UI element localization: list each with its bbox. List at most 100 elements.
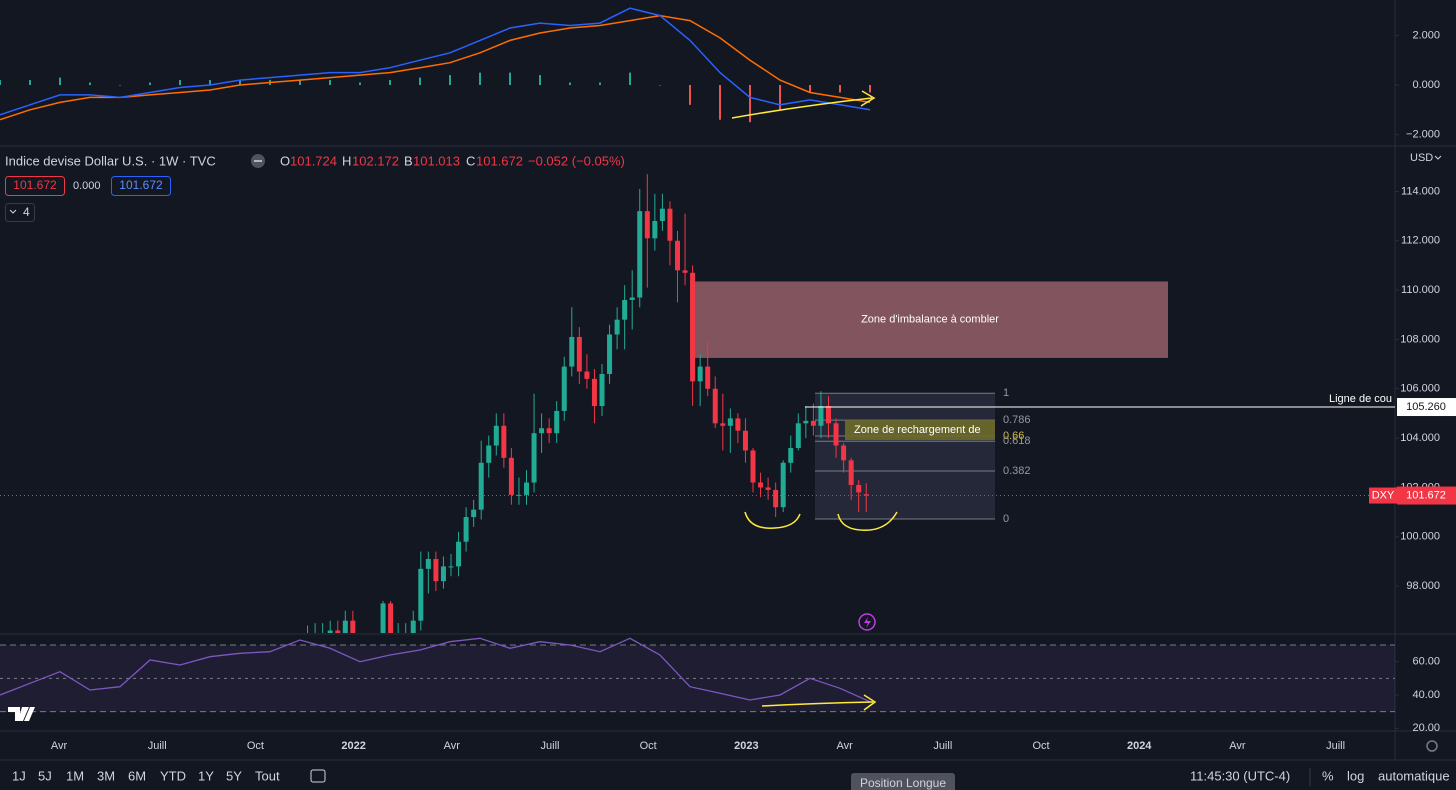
- x-tick-label: 2022: [341, 740, 365, 752]
- macd-pane: [0, 7, 871, 123]
- candle-body: [486, 445, 492, 463]
- price-pane: Zone d'imbalance à combler 1 0.786 0.660.61…: [0, 174, 1395, 633]
- candle-body: [833, 423, 839, 446]
- candle-body: [576, 336, 582, 372]
- indicator-toggle[interactable]: [5, 203, 35, 222]
- histogram-bar: [569, 82, 571, 86]
- fib-label: 0.618: [1003, 435, 1031, 447]
- candle-body: [856, 484, 862, 493]
- candle-body: [471, 509, 477, 518]
- ohlc-value: 101.724: [290, 153, 337, 168]
- histogram-bar: [149, 82, 151, 86]
- histogram-bar: [29, 80, 31, 86]
- y-tick-label: 108.000: [1400, 333, 1440, 345]
- y-tick-label: 0.000: [1412, 79, 1440, 91]
- range-button[interactable]: 3M: [97, 768, 115, 783]
- range-button[interactable]: Tout: [255, 768, 280, 783]
- x-tick-label: Juill: [1326, 740, 1345, 752]
- auto-toggle[interactable]: automatique: [1378, 768, 1450, 783]
- y-tick-label: 2.000: [1412, 29, 1440, 41]
- histogram-bar: [509, 72, 511, 86]
- badge-value: 101.672: [13, 178, 57, 192]
- indicator-count[interactable]: 4: [23, 205, 30, 219]
- candle-body: [720, 423, 726, 426]
- histogram-bar: [479, 72, 481, 86]
- annotation-arrow: [863, 694, 877, 711]
- candle-body: [690, 272, 696, 382]
- price-tag-text: 105.260: [1406, 401, 1446, 413]
- histogram-bar: [629, 72, 631, 86]
- zone-label: Zone d'imbalance à combler: [861, 314, 999, 326]
- candle-body: [795, 423, 801, 448]
- range-button[interactable]: 1M: [66, 768, 84, 783]
- fib-label: 1: [1003, 387, 1009, 399]
- ohlc-label: B: [404, 153, 413, 168]
- candle-body: [614, 319, 620, 335]
- y-tick-label: 110.000: [1401, 284, 1440, 296]
- badge: [5, 176, 65, 196]
- histogram-bar: [119, 85, 121, 86]
- percent-toggle[interactable]: %: [1322, 768, 1334, 783]
- candle-body: [735, 418, 741, 431]
- x-tick-label: 2024: [1127, 740, 1152, 752]
- annotation-arrow: [761, 701, 874, 707]
- range-button[interactable]: 5Y: [226, 768, 242, 783]
- x-tick-label: 2023: [734, 740, 758, 752]
- y-tick-label: 40.00: [1412, 689, 1440, 701]
- candle-body: [780, 462, 786, 508]
- annotation-arrow: [860, 90, 876, 107]
- y-tick-label: −2.000: [1406, 128, 1440, 140]
- histogram-bar: [749, 85, 751, 123]
- histogram-bar: [779, 85, 781, 110]
- candle-body: [546, 428, 552, 434]
- candle-body: [539, 428, 545, 434]
- y-tick-label: 100.000: [1400, 531, 1440, 543]
- histogram-bar: [449, 75, 451, 86]
- range-button[interactable]: 5J: [38, 768, 52, 783]
- range-button[interactable]: YTD: [160, 768, 186, 783]
- candle-body: [584, 371, 590, 379]
- candle-body: [524, 482, 529, 495]
- range-button[interactable]: 6M: [128, 768, 146, 783]
- ohlc-label: O: [280, 153, 290, 168]
- badge-value: 101.672: [119, 178, 163, 192]
- zone-label: Zone de rechargement de: [854, 424, 981, 436]
- settings-icon[interactable]: [1426, 740, 1438, 752]
- candle-body: [478, 462, 484, 510]
- log-toggle[interactable]: log: [1347, 768, 1364, 783]
- x-tick-label: Avr: [444, 740, 461, 752]
- ohlc-value: 101.013: [413, 153, 460, 168]
- range-button[interactable]: 1Y: [198, 768, 214, 783]
- annotation-arrow: [731, 97, 873, 119]
- macd-line: [0, 7, 871, 116]
- logo: [8, 707, 35, 721]
- candle-body: [863, 494, 869, 496]
- candle-body: [388, 603, 394, 633]
- histogram-bar: [419, 77, 421, 86]
- x-tick-label: Juill: [541, 740, 560, 752]
- histogram-bar: [239, 80, 241, 86]
- candle-body: [712, 388, 718, 424]
- histogram-bar: [809, 85, 811, 93]
- event-icon[interactable]: [858, 613, 876, 631]
- candle-body: [380, 603, 386, 633]
- y-tick-label: 106.000: [1400, 383, 1440, 395]
- range-icon[interactable]: [310, 769, 326, 783]
- x-tick-label: Juill: [148, 740, 167, 752]
- reload-zone: [845, 420, 995, 441]
- histogram-bar: [659, 85, 661, 86]
- histogram-bar: [209, 80, 211, 86]
- chevron-icon: [9, 209, 17, 214]
- change-value: −0.052 (−0.05%): [528, 153, 625, 168]
- histogram-bar: [299, 80, 301, 86]
- currency[interactable]: USD: [1410, 152, 1433, 164]
- y-tick-label: 104.000: [1400, 432, 1440, 444]
- candle-body: [463, 517, 469, 542]
- toolbar: 1J 5J 1M 3M 6M YTD 1Y 5Y Tout: [12, 768, 280, 783]
- histogram-bar: [389, 80, 391, 86]
- range-button[interactable]: 1J: [12, 768, 26, 783]
- histogram-bar: [329, 80, 331, 86]
- candle-body: [848, 460, 854, 485]
